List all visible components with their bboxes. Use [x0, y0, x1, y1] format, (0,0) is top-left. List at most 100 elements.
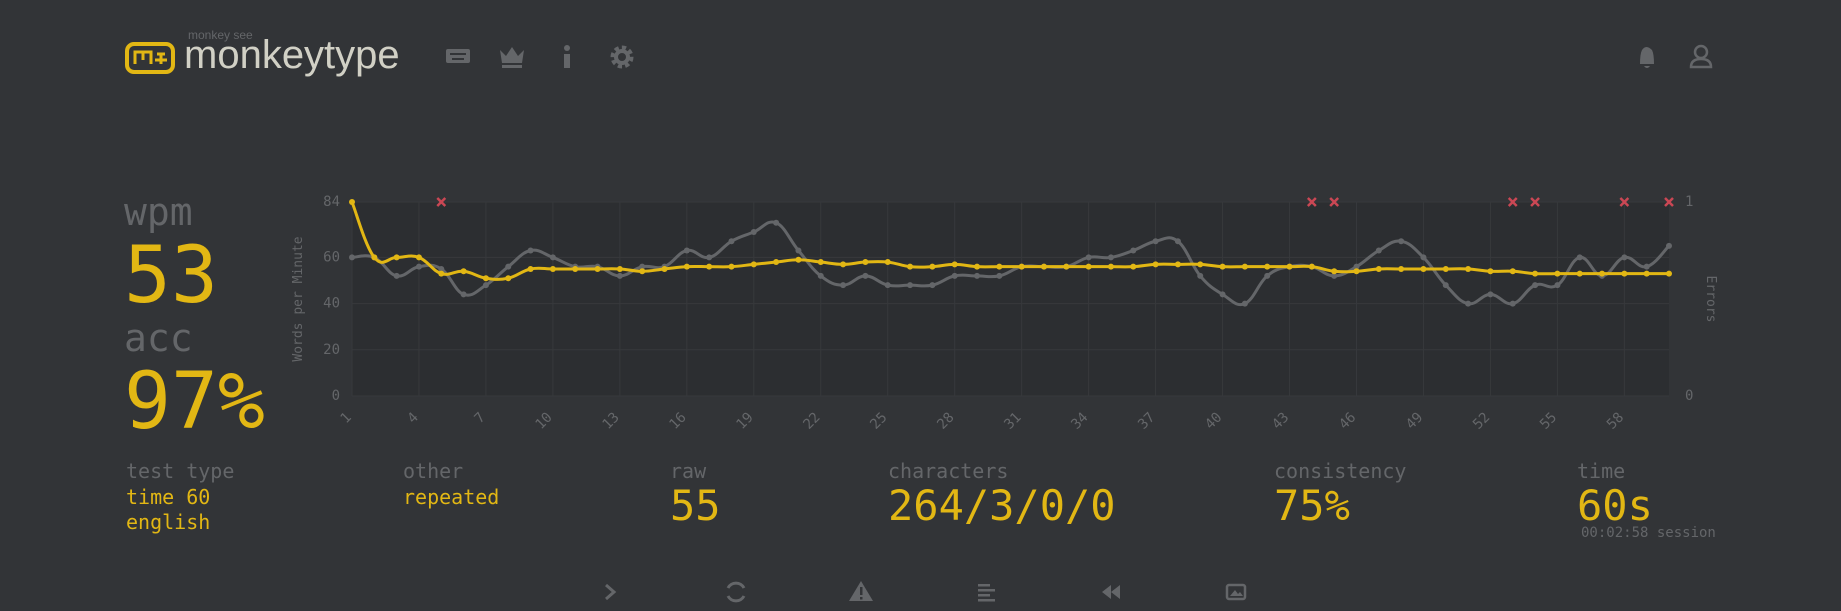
- series-point: [349, 254, 355, 261]
- series-point: [884, 282, 891, 289]
- series-point: [639, 263, 646, 270]
- series-point: [616, 265, 623, 272]
- series-point: [996, 272, 1003, 279]
- series-point: [1398, 238, 1405, 245]
- series-point: [1331, 268, 1338, 275]
- stat-value: repeated: [403, 485, 499, 509]
- wpm-label: wpm: [124, 190, 193, 234]
- series-point: [1666, 270, 1672, 277]
- series-point: [639, 268, 646, 275]
- y-tick-label: 20: [323, 342, 340, 358]
- word-history-button[interactable]: [978, 584, 995, 602]
- logo-text[interactable]: monkeytype: [184, 33, 400, 77]
- wpm-value: 53: [124, 231, 218, 321]
- series-point: [1599, 270, 1606, 277]
- series-point: [1107, 254, 1114, 261]
- error-marker: [436, 197, 447, 207]
- info-icon[interactable]: [564, 45, 570, 68]
- series-point: [1375, 247, 1382, 254]
- series-point: [349, 199, 355, 205]
- error-marker: [1664, 197, 1674, 207]
- series-point: [1442, 282, 1449, 289]
- logo-icon[interactable]: [125, 42, 175, 74]
- settings-icon[interactable]: [610, 45, 634, 69]
- stat-value: 55: [670, 481, 721, 530]
- series-point: [706, 254, 713, 261]
- series-point: [1398, 265, 1405, 272]
- series-point: [1331, 272, 1338, 279]
- series-point: [527, 265, 534, 272]
- series-point: [773, 259, 780, 266]
- y-tick-label: 40: [323, 296, 340, 312]
- series-point: [907, 282, 914, 289]
- y2-axis-label: Errors: [1703, 276, 1718, 323]
- series-point: [795, 256, 802, 263]
- acc-value: 97%: [124, 357, 265, 447]
- y2-tick-label: 1: [1685, 194, 1693, 210]
- series-point: [951, 272, 958, 279]
- error-marker: [1507, 197, 1518, 207]
- series-point: [840, 261, 847, 268]
- series-point: [415, 254, 422, 261]
- series-point: [773, 219, 780, 226]
- series-point: [1487, 291, 1494, 298]
- series-point: [1085, 254, 1092, 261]
- replay-button[interactable]: [1102, 585, 1120, 599]
- series-point: [594, 265, 601, 272]
- series-point: [549, 254, 556, 261]
- series-point: [1465, 265, 1472, 272]
- account-icon[interactable]: [1689, 44, 1713, 69]
- series-point: [393, 272, 400, 279]
- restart-button[interactable]: [726, 581, 746, 603]
- series-point: [1107, 263, 1114, 270]
- series-point: [1085, 263, 1092, 270]
- error-marker: [1306, 197, 1317, 207]
- series-point: [482, 275, 489, 282]
- stat-label: time: [1577, 459, 1625, 483]
- series-point: [750, 261, 757, 268]
- series-point: [1152, 238, 1159, 245]
- stat-value: 264/3/0/0: [888, 481, 1116, 530]
- series-point: [840, 282, 847, 289]
- series-point: [438, 270, 445, 277]
- series-point: [996, 263, 1003, 270]
- series-point: [1487, 268, 1494, 275]
- notifications-icon[interactable]: [1640, 47, 1654, 68]
- series-point: [728, 238, 735, 245]
- crown-icon[interactable]: [500, 47, 524, 68]
- y-tick-label: 0: [332, 388, 340, 404]
- series-point: [750, 229, 757, 236]
- series-point: [884, 259, 891, 266]
- series-point: [1554, 282, 1561, 289]
- series-point: [929, 263, 936, 270]
- series-point: [683, 263, 690, 270]
- series-point: [1286, 263, 1293, 270]
- series-point: [862, 259, 869, 266]
- series-point: [1442, 265, 1449, 272]
- y-axis-label: Words per Minute: [291, 236, 306, 361]
- series-point: [1420, 265, 1427, 272]
- screenshot-button[interactable]: [1225, 583, 1247, 601]
- series-point: [683, 247, 690, 254]
- next-test-button[interactable]: [605, 583, 617, 601]
- series-point: [817, 259, 824, 266]
- series-point: [974, 272, 981, 279]
- y2-tick-label: 0: [1685, 388, 1693, 404]
- series-point: [1018, 263, 1025, 270]
- series-point: [572, 265, 579, 272]
- y-tick-label: 60: [323, 249, 340, 265]
- report-button[interactable]: [849, 581, 873, 601]
- series-point: [1264, 263, 1271, 270]
- series-point: [1353, 263, 1360, 270]
- stat-label: consistency: [1274, 459, 1406, 483]
- acc-label: acc: [124, 316, 193, 360]
- series-point: [549, 265, 556, 272]
- error-marker: [1619, 197, 1630, 207]
- series-point: [1219, 263, 1226, 270]
- series-point: [1197, 261, 1204, 268]
- stat-note: 00:02:58 session: [1581, 525, 1716, 541]
- keyboard-icon[interactable]: [446, 49, 470, 63]
